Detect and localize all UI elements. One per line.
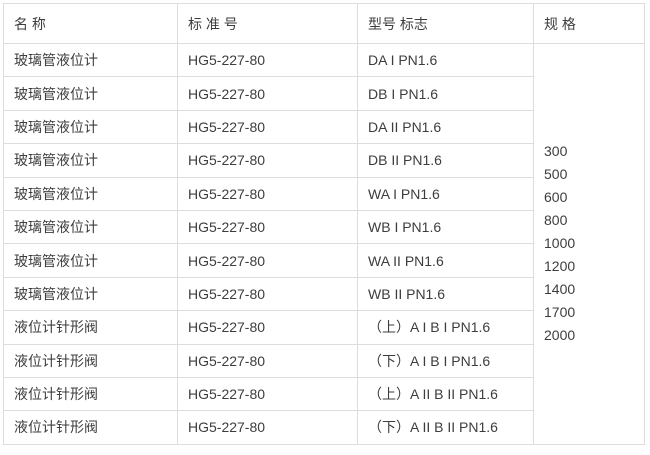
cell-standard-no: HG5-227-80 [177,209,358,245]
cell-standard-no: HG5-227-80 [177,376,358,412]
cell-standard-no: HG5-227-80 [177,243,358,278]
cell-model-mark: DB I PN1.6 [357,76,534,111]
header-row: 名 称 标 准 号 型号 标志 规 格 [3,3,645,44]
table-row: 玻璃管液位计 HG5-227-80 WA I PN1.6 [3,176,645,211]
cell-name: 玻璃管液位计 [3,176,178,211]
table-row: 玻璃管液位计 HG5-227-80 DB I PN1.6 [3,76,645,111]
spec-value: 300 [544,143,568,160]
header-spec: 规 格 [533,3,645,44]
table-row: 玻璃管液位计 HG5-227-80 WB II PN1.6 [3,276,645,312]
cell-name: 玻璃管液位计 [3,76,178,111]
cell-model-mark: WB II PN1.6 [357,276,534,312]
spec-value: 800 [544,212,568,229]
page: 名 称 标 准 号 型号 标志 规 格 玻璃管液位计 HG5-227-80 DA… [3,3,645,445]
product-spec-table: 名 称 标 准 号 型号 标志 规 格 玻璃管液位计 HG5-227-80 DA… [3,3,645,445]
cell-standard-no: HG5-227-80 [177,143,358,178]
cell-name: 液位计针形阀 [3,376,178,412]
cell-model-mark: （上）A I B I PN1.6 [357,310,534,345]
table-row: 液位计针形阀 HG5-227-80 （上）A I B I PN1.6 [3,310,645,345]
cell-name: 玻璃管液位计 [3,109,178,145]
header-model-mark: 型号 标志 [357,3,534,44]
cell-name: 液位计针形阀 [3,410,178,445]
spec-value: 500 [544,166,568,183]
spec-value: 1200 [544,258,576,275]
cell-name: 玻璃管液位计 [3,143,178,178]
table-row: 玻璃管液位计 HG5-227-80 DB II PN1.6 [3,143,645,178]
cell-model-mark: DA I PN1.6 [357,42,534,78]
cell-standard-no: HG5-227-80 [177,276,358,312]
cell-name: 玻璃管液位计 [3,276,178,312]
cell-name: 液位计针形阀 [3,343,178,378]
table-row: 玻璃管液位计 HG5-227-80 DA II PN1.6 [3,109,645,145]
cell-model-mark: WB I PN1.6 [357,209,534,245]
cell-name: 玻璃管液位计 [3,209,178,245]
cell-model-mark: WA II PN1.6 [357,243,534,278]
spec-value: 1000 [544,235,576,252]
spec-value: 1400 [544,281,576,298]
header-standard-no: 标 准 号 [177,3,358,44]
spec-value: 1700 [544,304,576,321]
spec-value: 2000 [544,327,576,344]
cell-model-mark: （上）A II B II PN1.6 [357,376,534,412]
cell-name: 玻璃管液位计 [3,243,178,278]
table-row: 液位计针形阀 HG5-227-80 （下）A I B I PN1.6 [3,343,645,378]
cell-standard-no: HG5-227-80 [177,310,358,345]
cell-model-mark: （下）A I B I PN1.6 [357,343,534,378]
cell-standard-no: HG5-227-80 [177,109,358,145]
cell-name: 液位计针形阀 [3,310,178,345]
cell-standard-no: HG5-227-80 [177,176,358,211]
table-row: 液位计针形阀 HG5-227-80 （上）A II B II PN1.6 [3,376,645,412]
cell-spec-merged: 300 500 600 800 1000 1200 1400 1700 2000 [533,43,645,445]
table-row: 玻璃管液位计 HG5-227-80 WB I PN1.6 [3,209,645,245]
table-row: 液位计针形阀 HG5-227-80 （下）A II B II PN1.6 [3,410,645,445]
cell-name: 玻璃管液位计 [3,42,178,78]
cell-standard-no: HG5-227-80 [177,343,358,378]
table-row: 玻璃管液位计 HG5-227-80 WA II PN1.6 [3,243,645,278]
spec-value: 600 [544,189,568,206]
cell-standard-no: HG5-227-80 [177,76,358,111]
cell-standard-no: HG5-227-80 [177,410,358,445]
cell-standard-no: HG5-227-80 [177,42,358,78]
cell-model-mark: DB II PN1.6 [357,143,534,178]
table-row: 玻璃管液位计 HG5-227-80 DA I PN1.6 300 500 600 80… [3,42,645,445]
cell-model-mark: DA II PN1.6 [357,109,534,145]
header-name: 名 称 [3,3,178,44]
cell-model-mark: （下）A II B II PN1.6 [357,410,534,445]
cell-model-mark: WA I PN1.6 [357,176,534,211]
